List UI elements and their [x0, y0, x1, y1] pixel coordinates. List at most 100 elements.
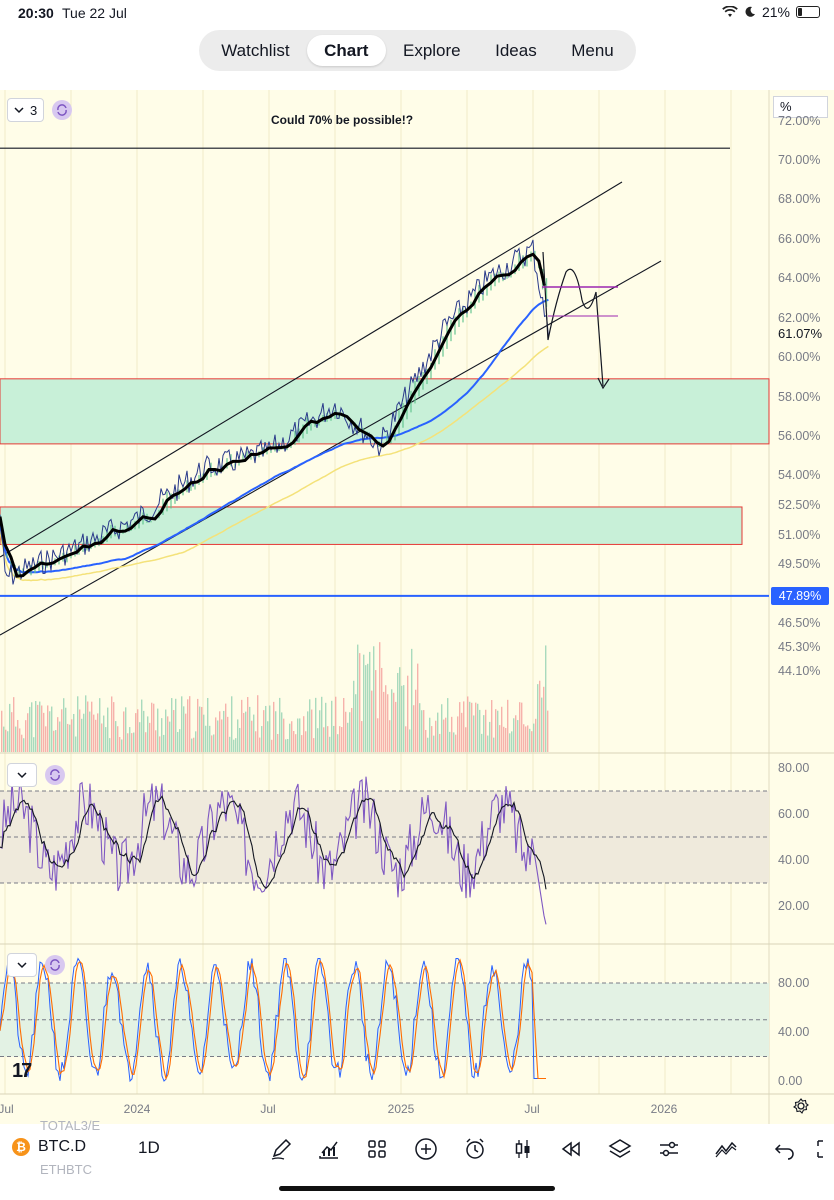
volume-bar — [271, 739, 273, 752]
volume-bar — [75, 736, 77, 752]
volume-bar — [411, 648, 413, 752]
volume-bar — [109, 738, 111, 752]
tab-menu[interactable]: Menu — [571, 41, 614, 60]
volume-bar — [287, 739, 289, 752]
volume-bar — [279, 697, 281, 752]
price-scale-label: 60.00% — [778, 350, 821, 365]
volume-bar — [449, 731, 451, 752]
home-indicator — [279, 1186, 555, 1191]
layers-icon[interactable] — [607, 1136, 633, 1162]
alarm-icon[interactable] — [462, 1136, 488, 1162]
volume-bar — [445, 717, 447, 752]
volume-bar — [347, 722, 349, 752]
volume-bar — [403, 685, 405, 752]
volume-bar — [213, 734, 215, 752]
projection-arrowhead — [597, 377, 610, 390]
volume-bar — [55, 730, 57, 752]
volume-bar — [199, 706, 201, 752]
fullscreen-icon[interactable] — [814, 1136, 834, 1162]
volume-bar — [343, 698, 345, 752]
marked-level-badge: 47.89% — [771, 586, 829, 605]
chart-annotation-text[interactable]: Could 70% be possible!? — [271, 113, 414, 127]
volume-bar — [363, 654, 365, 752]
price-scale-label: 45.30% — [778, 639, 821, 654]
volume-bar — [355, 694, 357, 752]
volume-bar — [221, 719, 223, 752]
rsi-pane-control — [7, 763, 65, 787]
rsi-scale-label: 40.00 — [778, 853, 810, 867]
volume-bar — [63, 698, 65, 752]
pen-icon[interactable] — [268, 1136, 294, 1162]
volume-bar — [43, 712, 45, 752]
volume-bar — [495, 709, 497, 752]
volume-bar — [231, 696, 233, 752]
volume-bar — [305, 731, 307, 752]
tab-explore[interactable]: Explore — [402, 41, 461, 60]
sync-icon[interactable] — [52, 100, 73, 120]
rsi-scale-label: 20.00 — [778, 899, 810, 913]
volume-bar — [283, 718, 285, 752]
ma-yellow-line — [0, 345, 549, 582]
compare-icon[interactable] — [713, 1136, 739, 1162]
volume-bar — [193, 737, 195, 752]
volume-bar — [177, 731, 179, 752]
replay-icon[interactable] — [558, 1136, 584, 1162]
volume-bar — [103, 715, 105, 752]
volume-bar — [329, 736, 331, 752]
volume-bar — [155, 730, 157, 752]
gear-icon[interactable] — [793, 1098, 809, 1114]
volume-bar — [421, 710, 423, 752]
interval-selector[interactable]: 1D — [138, 1138, 160, 1157]
grid-icon[interactable] — [364, 1136, 390, 1162]
symbol-selector[interactable]: ₿ BTC.D — [12, 1138, 86, 1156]
volume-bar — [209, 725, 211, 752]
tab-ideas[interactable]: Ideas — [495, 41, 537, 60]
volume-bar — [201, 706, 203, 752]
volume-bar — [385, 685, 387, 752]
volume-bar — [261, 726, 263, 752]
stoch-k-line — [0, 957, 546, 1083]
candles-icon[interactable] — [510, 1136, 536, 1162]
volume-bar — [485, 709, 487, 752]
volume-bar — [451, 716, 453, 752]
volume-bar — [35, 701, 37, 752]
volume-bar — [543, 686, 545, 752]
volume-bar — [189, 696, 191, 752]
volume-bar — [37, 704, 39, 752]
volume-bar — [415, 689, 417, 752]
status-date: Tue 22 Jul — [62, 5, 127, 21]
volume-bar — [181, 696, 183, 752]
tab-chart[interactable]: Chart — [306, 35, 386, 66]
volume-bar — [125, 707, 127, 752]
rsi-collapse-button[interactable] — [7, 763, 37, 787]
volume-bar — [521, 702, 523, 752]
volume-bar — [45, 726, 47, 752]
volume-bar — [487, 735, 489, 752]
volume-bar — [285, 739, 287, 752]
volume-bar — [197, 698, 199, 752]
stoch-sync-icon[interactable] — [45, 955, 65, 975]
volume-bar — [57, 717, 59, 752]
volume-bar — [183, 706, 185, 752]
price-line — [0, 239, 549, 585]
volume-bar — [133, 732, 135, 752]
chart-type-icon[interactable] — [316, 1136, 342, 1162]
volume-bar — [131, 733, 133, 752]
chart-area[interactable]: 3 % 17 72.00% 70.00% 68.00% 66.00% 64.00% 62.… — [0, 90, 834, 1124]
volume-bar — [453, 732, 455, 752]
price-scale-label: 56.00% — [778, 429, 821, 443]
rsi-sync-icon[interactable] — [45, 765, 65, 785]
tab-watchlist[interactable]: Watchlist — [221, 41, 290, 60]
volume-bar — [303, 716, 305, 752]
chart-canvas[interactable] — [0, 90, 834, 1124]
volume-bar — [5, 729, 7, 752]
collapse-layers-button[interactable]: 3 — [7, 98, 45, 122]
volume-bar — [517, 720, 519, 752]
settings-sliders-icon[interactable] — [656, 1136, 682, 1162]
undo-icon[interactable] — [772, 1136, 798, 1162]
volume-bar — [149, 722, 151, 752]
stoch-collapse-button[interactable] — [7, 953, 37, 977]
percent-scale-toggle[interactable]: % — [773, 96, 828, 118]
volume-bar — [299, 718, 301, 752]
plus-icon[interactable] — [413, 1136, 439, 1162]
